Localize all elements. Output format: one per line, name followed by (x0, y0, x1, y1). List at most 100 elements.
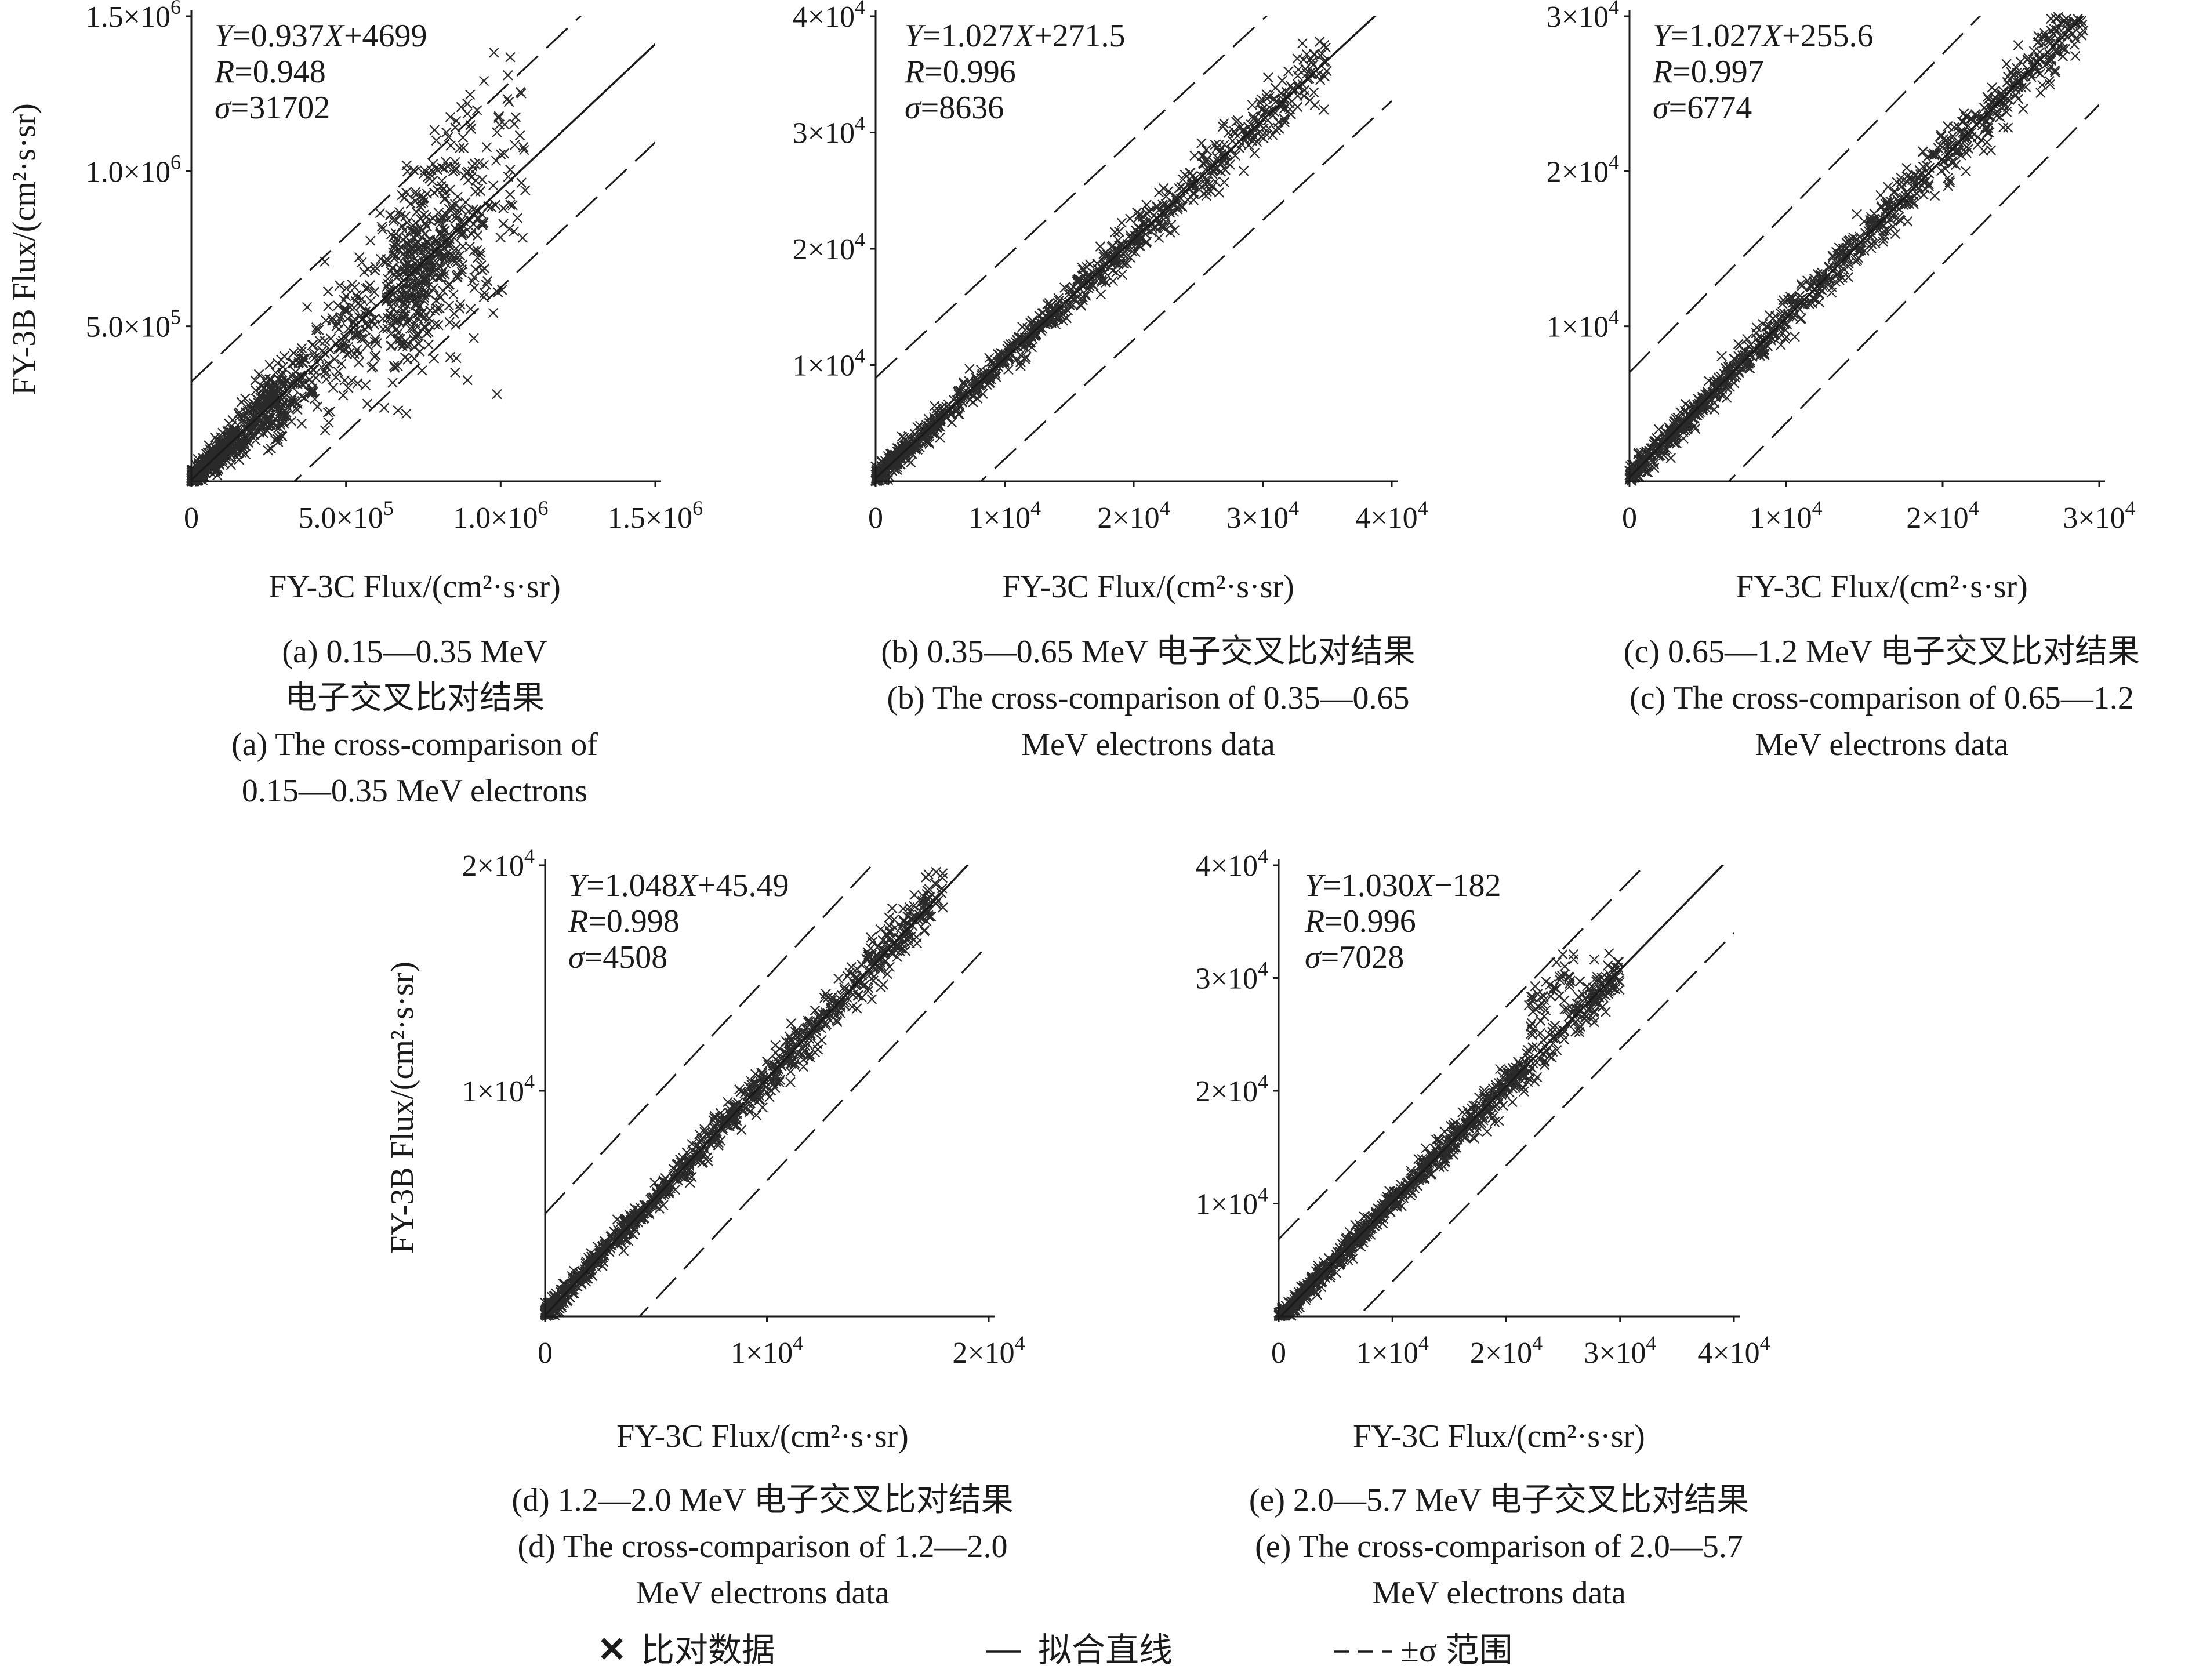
panel-c-data-point (1901, 162, 1912, 173)
panel-a-ticks: 0 5.0×105 1.0×106 1.5×1065.0×1051.0×1061.5×… (86, 0, 703, 535)
panel-b-data-point (1092, 258, 1102, 269)
panel-b-data-point (1158, 183, 1169, 194)
panel-a-data-point (237, 438, 248, 448)
panel-a-x-tick-label: 1.5×106 (608, 496, 703, 535)
panel-a-data-point (419, 165, 430, 176)
panel-a-data-point (398, 310, 409, 321)
panel-a-x-tick-label: 0 (184, 502, 199, 535)
panel-a-data-point (369, 336, 380, 347)
panel-a-data-point (472, 230, 483, 241)
panel-d-caption-2: (d) The cross-comparison of 1.2—2.0 (517, 1529, 1007, 1565)
panel-a-data-point (338, 390, 349, 401)
panel-a-sigma-upper (191, 16, 582, 383)
panel-d-sigma-value: σ=4508 (568, 939, 667, 975)
panel-a-data-point (267, 418, 278, 429)
panel-a-data-point (451, 213, 462, 224)
panel-e-data-point (1601, 1007, 1611, 1017)
panel-a-data-point (233, 441, 244, 452)
panel-b-data-point (1165, 227, 1175, 238)
panel-a-data-point (492, 287, 503, 297)
panel-c-data-point (2069, 39, 2080, 50)
panel-a-data-point (290, 397, 301, 408)
panel-a-data-point (419, 209, 429, 220)
panel-d-data-point (866, 994, 877, 1004)
panel-a-caption-3: (a) The cross-comparison of (231, 727, 598, 763)
panel-a-data-point (509, 226, 520, 237)
panel-a-data-point (493, 111, 505, 122)
panel-d-data-point (618, 1245, 629, 1256)
panel-a-data-point (389, 362, 400, 373)
panel-a-data-point (440, 188, 451, 198)
panel-b-data-point (1095, 289, 1106, 300)
panel-a-data-point (428, 158, 438, 169)
panel-b-data-point (1247, 100, 1258, 110)
panel-c-x-tick-label: 2×104 (1906, 496, 1979, 535)
panel-d-data-point (736, 1124, 747, 1135)
panel-a-data-point (415, 301, 425, 311)
panel-a-data-point (360, 380, 371, 390)
panel-a-data-point (392, 315, 402, 326)
panel-b-data-point (1255, 97, 1266, 108)
panel-c-xlabel: FY-3C Flux/(cm²·s·sr) (1736, 569, 2028, 605)
panel-a-data-point (467, 161, 478, 172)
panel-a-data-point (505, 189, 516, 200)
panel-a-data-point (449, 252, 460, 262)
panel-e-points (1273, 948, 1625, 1322)
panel-d-y-tick-label: 2×104 (462, 844, 535, 883)
panel-a-data-point (462, 99, 473, 109)
panel-a-data-point (464, 89, 476, 100)
panel-a-data-point (389, 214, 400, 225)
panel-a-data-point (481, 280, 492, 290)
panel-a-data-point (445, 351, 456, 362)
panel-a-data-point (265, 384, 275, 395)
panel-a-data-point (220, 453, 230, 463)
panel-a-data-point (427, 176, 438, 187)
panel-a-data-point (438, 230, 448, 241)
panel-a-data-point (475, 247, 486, 258)
panel-a-data-point (240, 393, 251, 404)
panel-a-data-point (424, 270, 435, 281)
panel-a-data-point (286, 416, 297, 427)
panel-a-data-point (455, 143, 465, 154)
panel-a-data-point (198, 459, 209, 470)
panel-b-x-tick-label: 1×104 (968, 496, 1041, 535)
panel-a-data-point (413, 275, 424, 285)
panel-a-data-point (466, 124, 476, 134)
panel-a-data-point (233, 408, 244, 419)
panel-a-data-point (393, 328, 404, 338)
panel-a-data-point (234, 411, 245, 422)
panel-a-data-point (357, 333, 367, 344)
panel-c-data-point (1998, 122, 2009, 133)
panel-a-data-point (322, 407, 333, 418)
panel-a-data-point (390, 228, 401, 239)
panel-a-data-point (456, 230, 467, 241)
panel-a-data-point (442, 161, 453, 172)
panel-a-data-point (262, 426, 273, 436)
panel-c-y-tick-label: 1×104 (1547, 306, 1619, 344)
panel-a-data-point (296, 343, 307, 354)
panel-d-data-point (833, 973, 844, 984)
panel-a-data-point (478, 75, 489, 86)
panel-a-data-point (202, 447, 213, 458)
panel-a-data-point (335, 343, 346, 354)
panel-a-data-point (429, 187, 440, 198)
panel-d-r-value: R=0.998 (568, 904, 680, 939)
panel-c-data-point (1918, 190, 1929, 200)
panel-c-sigma-lower (1728, 104, 2099, 481)
panel-e-data-point (1559, 961, 1570, 972)
panel-a-data-point (323, 301, 333, 311)
panel-a-data-point (393, 405, 404, 416)
panel-a-data-point (436, 212, 447, 223)
panel-b-data-point (1301, 49, 1312, 60)
panel-e-data-point (1559, 995, 1570, 1006)
panel-a-caption-4: 0.15—0.35 MeV electrons (242, 773, 587, 809)
panel-b-data-point (1277, 75, 1287, 86)
panel-a-data-point (313, 325, 324, 335)
panel-a-data-point (342, 313, 353, 324)
panel-a-data-point (366, 315, 377, 325)
panel-a-data-point (357, 257, 367, 268)
panel-a-lines (191, 16, 655, 481)
panel-b-caption-1: (b) 0.35—0.65 MeV 电子交叉比对结果 (881, 634, 1415, 670)
panel-d-xlabel: FY-3C Flux/(cm²·s·sr) (616, 1418, 909, 1454)
panel-a-data-point (495, 149, 506, 159)
